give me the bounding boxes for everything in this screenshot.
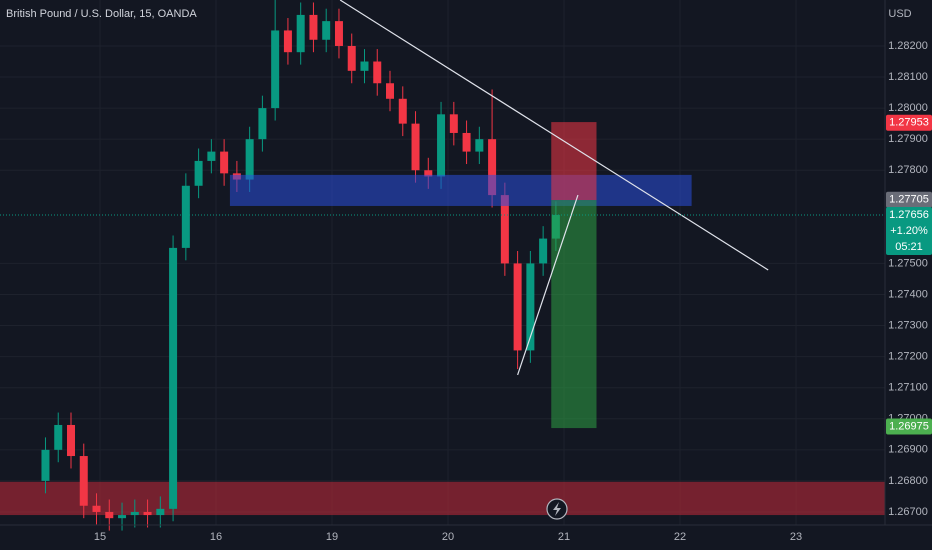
x-tick-label: 22 [674,531,686,543]
symbol-title: British Pound / U.S. Dollar, 15, OANDA [6,8,197,20]
candle-body [462,132,471,152]
candle-body [360,61,369,71]
price-badge-label: 1.27953 [889,117,929,129]
candle-body [79,456,88,506]
x-tick-label: 16 [210,531,222,543]
candle-body [105,511,114,519]
candle-body [500,195,509,264]
price-badge-detail: +1.20% [890,225,928,237]
trend-line [339,0,769,271]
candle-body [207,151,216,161]
candle-body [194,160,203,186]
price-badge [886,114,932,131]
candle-body [424,170,433,177]
currency-label: USD [888,8,911,20]
candle-body [411,123,420,171]
candle-body [513,263,522,351]
y-tick-label: 1.26700 [888,506,928,518]
candle-body [322,21,331,40]
y-tick-label: 1.27300 [888,319,928,331]
plot-area [0,0,885,531]
candle-body [283,30,292,53]
price-badge-detail: 05:21 [895,241,923,253]
candle-body [66,424,75,457]
candle-body [41,449,50,481]
candle-body [475,139,484,152]
candle-body [92,505,101,512]
trend-line [517,194,579,376]
candle-body [539,238,548,264]
candle-body [373,61,382,84]
candle-body [245,139,254,180]
zone [551,200,597,429]
x-tick-label: 15 [94,531,106,543]
replay-icon[interactable] [546,498,568,520]
y-tick-label: 1.27400 [888,288,928,300]
price-badge [886,418,932,435]
y-tick-label: 1.27100 [888,382,928,394]
candle-body [118,515,127,519]
y-tick-label: 1.27500 [888,257,928,269]
candle-body [220,151,229,174]
candle-body [488,139,497,196]
price-badge [886,206,932,255]
candle-body [271,30,280,109]
candle-body [526,263,535,351]
price-badge-label: 1.26975 [889,420,929,432]
y-tick-label: 1.26800 [888,475,928,487]
y-tick-label: 1.27800 [888,164,928,176]
candle-body [181,185,190,248]
zone [0,481,885,516]
x-tick-label: 20 [442,531,454,543]
candle-body [386,83,395,99]
x-tick-label: 21 [558,531,570,543]
candle-body [169,247,178,509]
x-tick-label: 23 [790,531,802,543]
candle-body [449,114,458,133]
y-tick-label: 1.26900 [888,444,928,456]
x-tick-label: 19 [326,531,338,543]
candle-body [296,14,305,53]
zone [551,122,597,201]
candle-body [143,511,152,516]
y-tick-label: 1.28000 [888,102,928,114]
price-badge [886,191,932,208]
y-tick-label: 1.27200 [888,351,928,363]
candle-body [156,508,165,516]
candle-body [258,108,267,140]
zone [229,174,692,206]
price-badge-label: 1.27656 [889,209,929,221]
candle-body [334,21,343,46]
y-tick-label: 1.28100 [888,71,928,83]
y-tick-label: 1.28200 [888,40,928,52]
candle-body [309,14,318,40]
candle-body [398,98,407,124]
y-tick-label: 1.27900 [888,133,928,145]
candle-body [347,45,356,71]
price-badge-label: 1.27705 [889,194,929,206]
candle-body [437,114,446,177]
candle-body [54,424,63,450]
candle-body [130,511,139,516]
